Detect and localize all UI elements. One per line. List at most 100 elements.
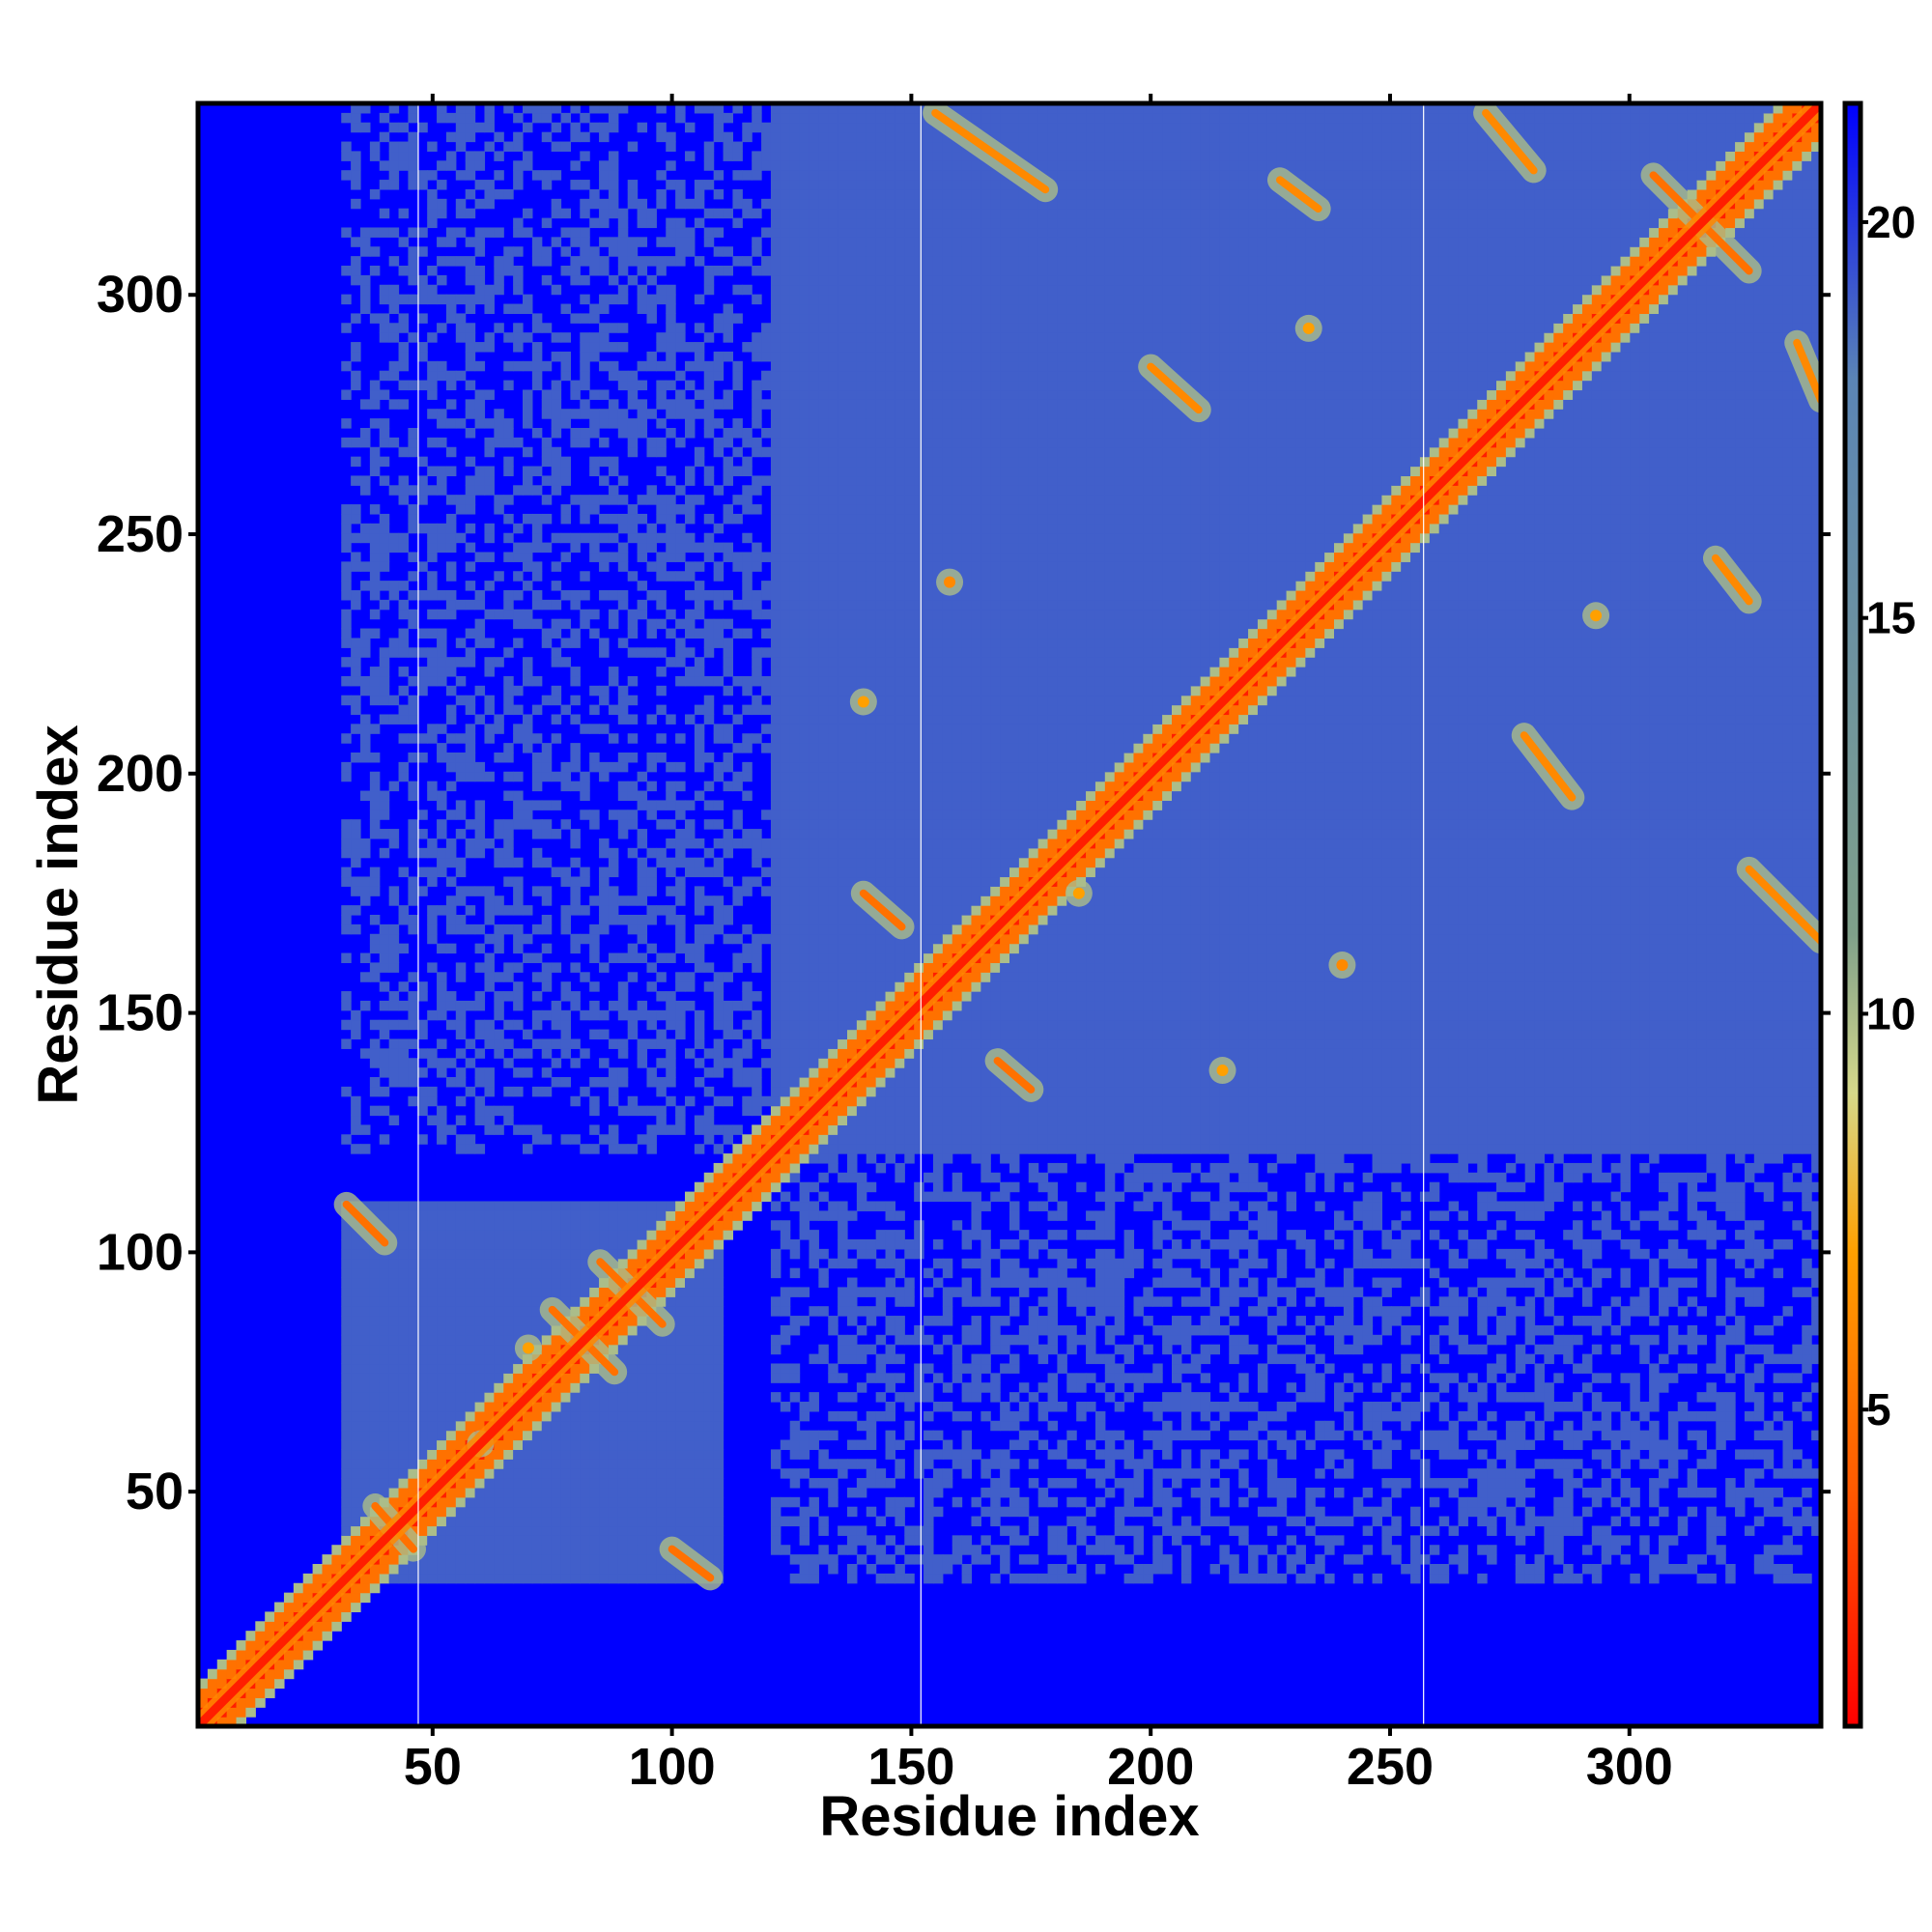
heatmap-cell [408, 256, 418, 267]
heatmap-cell [723, 704, 734, 716]
heatmap-cell [437, 1382, 447, 1393]
heatmap-cell [789, 1095, 801, 1107]
heatmap-cell [809, 571, 819, 582]
heatmap-cell [551, 1525, 562, 1536]
heatmap-cell [484, 552, 495, 562]
heatmap-cell [809, 294, 819, 305]
heatmap-cell [445, 943, 457, 954]
heatmap-cell [408, 1038, 418, 1049]
heatmap-cell [570, 1402, 581, 1412]
heatmap-cell [818, 1067, 829, 1078]
heatmap-cell [780, 628, 791, 639]
heatmap-cell [637, 284, 648, 296]
heatmap-cell [360, 1382, 371, 1393]
heatmap-cell [656, 1353, 667, 1365]
heatmap-cell [398, 1019, 410, 1031]
heatmap-cell [417, 1478, 428, 1489]
heatmap-cell [752, 103, 762, 114]
heatmap-cell [818, 857, 829, 868]
heatmap-cell [398, 638, 410, 648]
heatmap-cell [570, 180, 581, 190]
heatmap-cell [608, 180, 619, 190]
heatmap-cell [666, 1420, 676, 1432]
heatmap-cell [408, 1363, 418, 1374]
heatmap-cell [723, 246, 734, 257]
heatmap-cell [398, 485, 410, 496]
heatmap-cell [551, 1210, 562, 1221]
heatmap-cell [732, 838, 743, 849]
heatmap-cell [703, 1267, 715, 1279]
heatmap-cell [360, 1248, 371, 1260]
heatmap-cell [818, 628, 829, 639]
heatmap-cell [427, 552, 438, 562]
heatmap-cell [799, 112, 810, 124]
heatmap-cell [627, 1506, 639, 1518]
heatmap-cell [838, 829, 848, 839]
heatmap-cell [675, 370, 686, 382]
heatmap-cell [560, 1038, 572, 1049]
heatmap-cell [551, 170, 562, 181]
heatmap-cell [474, 399, 486, 410]
heatmap-cell [465, 847, 476, 859]
heatmap-cell [398, 1067, 410, 1078]
heatmap-cell [455, 1296, 467, 1307]
heatmap-cell [484, 1324, 495, 1336]
heatmap-cell [713, 542, 724, 554]
heatmap-cell [818, 618, 829, 630]
heatmap-cell [789, 237, 801, 247]
heatmap-cell [637, 303, 648, 315]
heatmap-cell [713, 724, 724, 734]
heatmap-cell [770, 675, 781, 687]
heatmap-cell [761, 647, 772, 658]
heatmap-cell [723, 667, 734, 677]
heatmap-cell [685, 1210, 696, 1221]
heatmap-cell [379, 523, 390, 534]
heatmap-cell [417, 1439, 428, 1451]
heatmap-cell [780, 1545, 791, 1555]
heatmap-cell [656, 1535, 667, 1546]
heatmap-cell [560, 867, 572, 878]
heatmap-cell [770, 1496, 781, 1508]
heatmap-cell [732, 360, 743, 372]
heatmap-cell [617, 1038, 629, 1049]
heatmap-cell [531, 1564, 543, 1575]
heatmap-cell [799, 141, 810, 153]
heatmap-cell [570, 1220, 581, 1231]
heatmap-cell [770, 303, 781, 315]
heatmap-cell [513, 1248, 524, 1260]
heatmap-cell [637, 208, 648, 219]
heatmap-cell [685, 360, 696, 372]
heatmap-cell [732, 1220, 743, 1231]
heatmap-cell [828, 1210, 838, 1221]
heatmap-cell [531, 1430, 543, 1441]
heatmap-cell [341, 151, 352, 161]
heatmap-cell [341, 1430, 352, 1441]
heatmap-cell [599, 867, 610, 878]
heatmap-cell [828, 895, 838, 906]
heatmap-cell [656, 1009, 667, 1021]
heatmap-cell [445, 1573, 457, 1584]
heatmap-cell [541, 256, 553, 267]
heatmap-cell [809, 733, 819, 744]
heatmap-cell [770, 1095, 781, 1107]
heatmap-cell [761, 609, 772, 620]
heatmap-cell [408, 227, 418, 238]
heatmap-cell [341, 1516, 352, 1527]
heatmap-cell [723, 1134, 734, 1145]
heatmap-cell [465, 332, 476, 343]
heatmap-cell [408, 571, 418, 582]
heatmap-cell [617, 1506, 629, 1518]
heatmap-cell [523, 933, 533, 945]
heatmap-cell [437, 1410, 447, 1422]
heatmap-cell [752, 599, 762, 611]
heatmap-cell [828, 360, 838, 372]
heatmap-cell [789, 561, 801, 572]
heatmap-cell [838, 1105, 848, 1117]
heatmap-cell [465, 294, 476, 305]
heatmap-cell [589, 1029, 600, 1040]
heatmap-cell [703, 552, 715, 562]
heatmap-cell [617, 1420, 629, 1432]
heatmap-cell [445, 1410, 457, 1422]
heatmap-cell [570, 895, 581, 906]
heatmap-cell [484, 1038, 495, 1049]
